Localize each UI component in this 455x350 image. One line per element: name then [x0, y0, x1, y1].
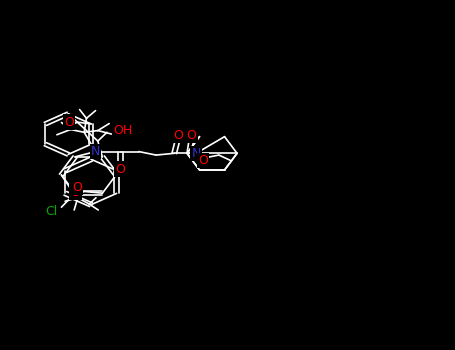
Text: O: O — [116, 162, 126, 176]
Text: N: N — [192, 147, 201, 160]
Text: N: N — [91, 145, 100, 158]
Text: OH: OH — [114, 124, 133, 137]
Text: O: O — [72, 181, 82, 194]
Text: O: O — [64, 116, 74, 129]
Text: O: O — [71, 186, 81, 199]
Text: O: O — [187, 128, 197, 142]
Text: O: O — [198, 154, 208, 167]
Text: Cl: Cl — [46, 205, 58, 218]
Text: O: O — [173, 128, 183, 142]
